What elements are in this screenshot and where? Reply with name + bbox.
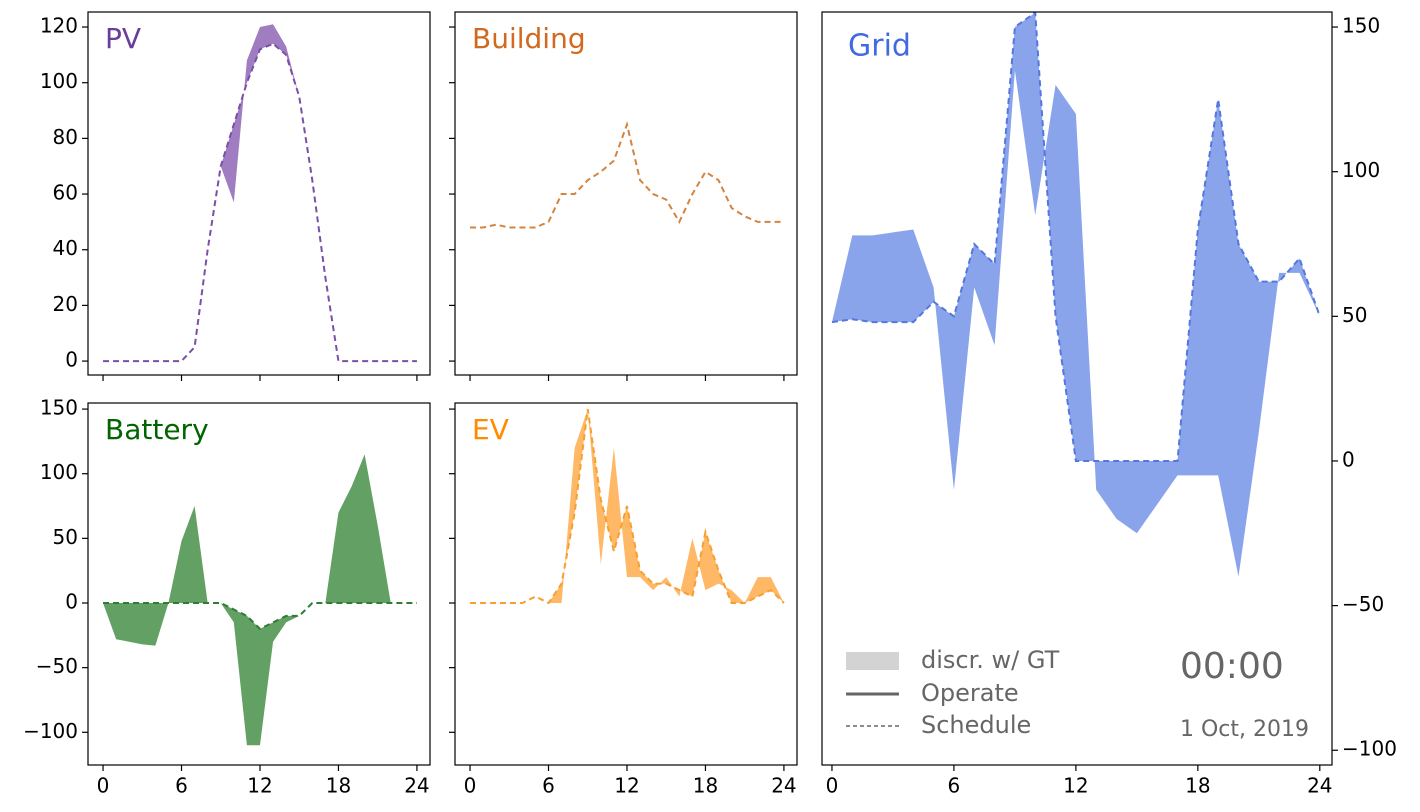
y-tick-label: 0 xyxy=(1342,447,1355,471)
panel-title: PV xyxy=(105,22,141,55)
x-tick-label: 18 xyxy=(693,774,718,798)
schedule-line xyxy=(470,408,785,605)
panel: Building xyxy=(449,11,798,381)
schedule-line xyxy=(831,12,1321,462)
plot-area xyxy=(103,454,417,746)
y-tick-label: −100 xyxy=(1342,737,1397,761)
y-tick-label: −50 xyxy=(1342,592,1384,616)
panel-title: Building xyxy=(472,22,586,55)
discrepancy-band xyxy=(103,454,417,746)
y-tick-label: 80 xyxy=(53,125,78,149)
x-tick-label: 6 xyxy=(948,774,961,798)
y-tick-label: 100 xyxy=(40,460,78,484)
discrepancy-band xyxy=(103,24,417,362)
y-tick-label: 100 xyxy=(1342,158,1380,182)
panel: 0 6 12 18 24 EV xyxy=(449,402,798,798)
schedule-line xyxy=(470,120,784,229)
legend-swatch xyxy=(846,652,899,670)
y-tick-label: 40 xyxy=(53,236,78,260)
x-tick-label: 24 xyxy=(404,774,429,798)
panel-title: Grid xyxy=(848,29,911,64)
plot-area xyxy=(103,24,417,363)
legend-label: Schedule xyxy=(921,711,1031,739)
x-tick-label: 6 xyxy=(175,774,188,798)
panel: −100 −50 0 50 100 150 0 6 12 18 24 Battery xyxy=(23,396,431,798)
x-tick-label: 24 xyxy=(771,774,796,798)
panel: 0 20 40 60 80 100 120 PV xyxy=(40,11,431,381)
x-tick-label: 12 xyxy=(1063,774,1088,798)
y-tick-label: 20 xyxy=(53,292,78,316)
schedule-line xyxy=(103,42,417,363)
x-tick-label: 12 xyxy=(247,774,272,798)
x-tick-label: 24 xyxy=(1307,774,1332,798)
y-tick-label: −100 xyxy=(23,719,78,743)
axes-frame xyxy=(87,11,431,376)
x-tick-label: 12 xyxy=(614,774,639,798)
panel: −100 −50 0 50 100 150 0 6 12 18 24 Grid discr. w/ GT… xyxy=(821,11,1397,798)
x-tick-label: 18 xyxy=(326,774,351,798)
y-tick-label: 120 xyxy=(40,14,78,38)
y-tick-label: 150 xyxy=(1342,14,1380,38)
legend-label: discr. w/ GT xyxy=(921,646,1060,674)
axes-frame xyxy=(87,402,431,766)
y-tick-label: 50 xyxy=(53,525,78,549)
y-tick-label: −50 xyxy=(36,654,78,678)
axes-frame xyxy=(454,402,798,766)
axes-frame xyxy=(821,11,1333,766)
plot-area xyxy=(470,408,785,605)
y-tick-label: 150 xyxy=(40,396,78,420)
date-label: 1 Oct, 2019 xyxy=(1180,717,1309,742)
x-tick-label: 18 xyxy=(1185,774,1210,798)
x-tick-label: 0 xyxy=(826,774,839,798)
y-tick-label: 50 xyxy=(1342,303,1367,327)
plot-area xyxy=(470,120,784,229)
discrepancy-band xyxy=(831,12,1320,577)
y-tick-label: 60 xyxy=(53,181,78,205)
x-tick-label: 0 xyxy=(464,774,477,798)
schedule-line xyxy=(103,602,417,631)
axes-frame xyxy=(454,11,798,376)
y-tick-label: 0 xyxy=(65,590,78,614)
x-tick-label: 6 xyxy=(542,774,555,798)
y-tick-label: 100 xyxy=(40,69,78,93)
y-tick-label: 0 xyxy=(65,348,78,372)
time-label: 00:00 xyxy=(1180,646,1284,687)
x-tick-label: 0 xyxy=(97,774,110,798)
legend-label: Operate xyxy=(921,679,1019,707)
panel-title: Battery xyxy=(105,413,209,446)
plot-area xyxy=(831,12,1321,577)
panel-title: EV xyxy=(472,413,509,446)
